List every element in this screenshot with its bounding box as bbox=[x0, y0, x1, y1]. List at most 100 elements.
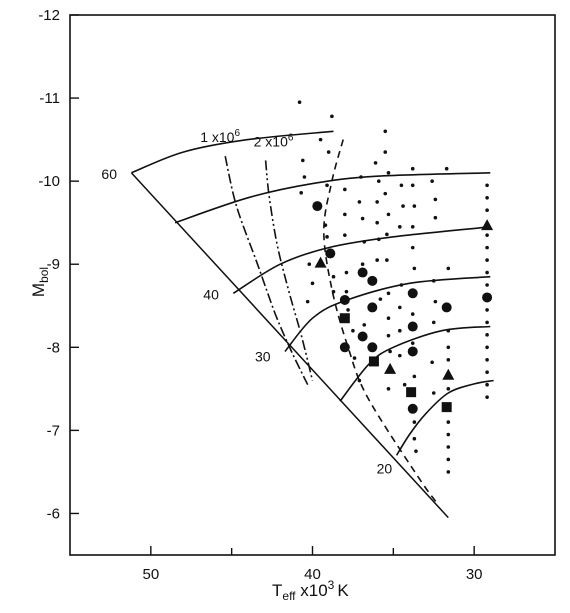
track-mass-label: 60 bbox=[101, 166, 117, 182]
star-dot bbox=[446, 345, 451, 350]
star-dot bbox=[301, 158, 305, 163]
evolutionary-track bbox=[339, 325, 491, 402]
star-dot bbox=[362, 323, 367, 327]
star-dot bbox=[410, 183, 415, 188]
star-triangle-marker bbox=[481, 219, 494, 231]
star-dot bbox=[386, 171, 391, 175]
star-dot bbox=[446, 266, 451, 271]
star-dot bbox=[412, 374, 417, 379]
star-circle-marker bbox=[339, 342, 350, 353]
star-dot bbox=[433, 299, 438, 304]
star-dot bbox=[446, 328, 451, 333]
star-circle-marker bbox=[367, 275, 378, 286]
star-dot bbox=[399, 283, 404, 287]
y-tick-label: -7 bbox=[47, 422, 60, 439]
star-dot bbox=[386, 387, 391, 391]
star-dot bbox=[383, 150, 388, 154]
curves-layer bbox=[130, 130, 494, 519]
star-circle-marker bbox=[407, 321, 418, 332]
star-circle-marker bbox=[441, 302, 452, 313]
star-dot bbox=[331, 274, 336, 279]
star-dot bbox=[410, 225, 415, 229]
star-dot bbox=[446, 432, 451, 437]
star-dot bbox=[446, 457, 451, 462]
star-square-marker bbox=[406, 387, 417, 398]
star-dot bbox=[485, 208, 489, 213]
star-circle-marker bbox=[312, 201, 323, 212]
star-dot bbox=[362, 240, 367, 244]
x-tick-label: 30 bbox=[466, 566, 483, 583]
star-triangle-marker bbox=[442, 368, 455, 380]
track-mass-label: 30 bbox=[255, 348, 271, 364]
star-dot bbox=[305, 299, 310, 304]
star-square-marker bbox=[441, 402, 452, 413]
isochrone-label: 1 x106 bbox=[200, 128, 240, 145]
star-dot bbox=[444, 166, 449, 171]
star-dot bbox=[485, 320, 489, 325]
isochrone-label: 2 x106 bbox=[254, 132, 294, 149]
isochrone-line bbox=[224, 156, 309, 386]
evolutionary-track bbox=[232, 226, 491, 294]
star-dot bbox=[310, 281, 315, 286]
star-dot bbox=[485, 258, 489, 262]
star-dot bbox=[485, 370, 489, 375]
star-dot bbox=[430, 360, 434, 365]
star-circle-marker bbox=[357, 267, 368, 278]
star-dot bbox=[351, 328, 355, 333]
star-dot bbox=[410, 166, 415, 171]
star-dot bbox=[375, 220, 379, 225]
star-dot bbox=[323, 223, 328, 227]
evolutionary-track bbox=[174, 172, 491, 224]
star-dot bbox=[376, 179, 381, 183]
star-dot bbox=[346, 308, 350, 312]
star-triangle-marker bbox=[384, 362, 397, 374]
x-axis-title: Teff x103 K bbox=[272, 578, 349, 603]
star-dot bbox=[485, 333, 489, 337]
y-axis-title: Mbol bbox=[29, 267, 51, 297]
curve-labels: 60 40 30 20 1 x106 2 x106 bbox=[101, 128, 392, 476]
evolutionary-track bbox=[284, 275, 491, 353]
star-dot bbox=[485, 233, 489, 237]
star-dot bbox=[398, 353, 402, 358]
star-dot bbox=[307, 262, 312, 267]
star-dot bbox=[385, 258, 389, 262]
star-dot bbox=[388, 349, 392, 354]
star-dot bbox=[414, 449, 418, 453]
star-dot bbox=[386, 333, 391, 338]
star-dot bbox=[383, 129, 388, 134]
star-circle-marker bbox=[482, 292, 493, 303]
star-dot bbox=[485, 195, 489, 200]
star-dot bbox=[383, 191, 388, 196]
star-dot bbox=[410, 245, 415, 250]
star-dot bbox=[386, 212, 391, 217]
star-dot bbox=[446, 470, 451, 474]
star-dot bbox=[430, 179, 434, 183]
star-dot bbox=[485, 395, 489, 399]
star-dot bbox=[357, 200, 362, 204]
star-dot bbox=[375, 200, 379, 204]
star-dot bbox=[375, 258, 379, 262]
star-dot bbox=[297, 100, 302, 105]
star-dot bbox=[318, 137, 323, 142]
star-dot bbox=[328, 252, 333, 257]
star-dot bbox=[485, 357, 489, 362]
isochrone-line bbox=[322, 139, 440, 506]
star-dot bbox=[378, 297, 383, 301]
star-circle-marker bbox=[407, 403, 418, 414]
star-dot bbox=[431, 391, 436, 395]
star-dot bbox=[410, 312, 415, 316]
star-dot bbox=[412, 204, 417, 208]
star-dot bbox=[402, 382, 407, 387]
star-dot bbox=[398, 225, 402, 229]
star-square-marker bbox=[339, 313, 350, 324]
star-dot bbox=[386, 291, 391, 296]
y-tick-label: -6 bbox=[47, 505, 60, 522]
star-dot bbox=[299, 190, 303, 195]
star-dot bbox=[485, 308, 489, 312]
star-dot bbox=[412, 266, 417, 271]
star-dot bbox=[433, 215, 438, 220]
star-dot bbox=[485, 270, 489, 275]
star-dot bbox=[359, 175, 363, 179]
star-dot bbox=[385, 232, 389, 237]
